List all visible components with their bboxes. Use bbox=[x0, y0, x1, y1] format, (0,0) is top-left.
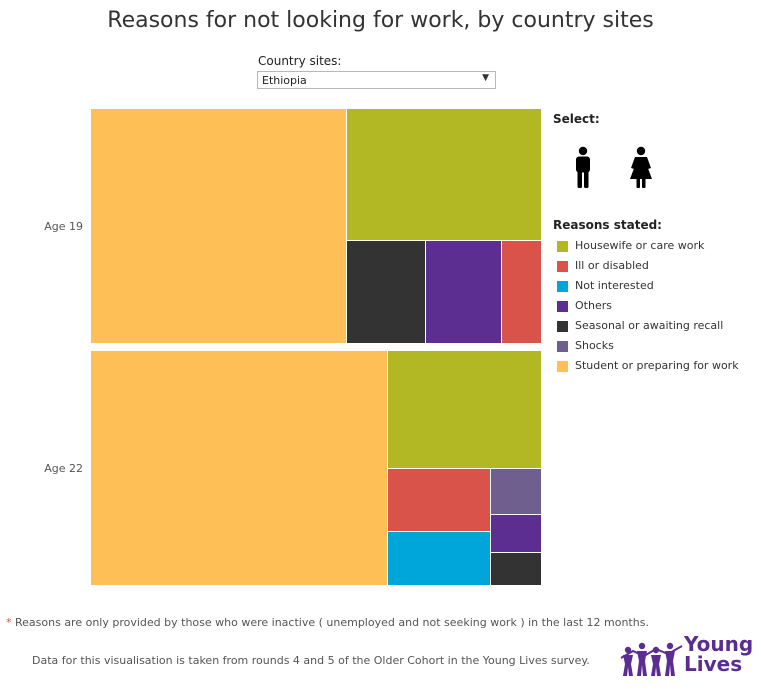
logo-text-line2: Lives bbox=[684, 652, 743, 676]
footnote-text: Reasons are only provided by those who w… bbox=[11, 616, 649, 629]
data-source-note: Data for this visualisation is taken fro… bbox=[32, 654, 590, 667]
treemap-cell-seasonal-or-awaiting-recall[interactable] bbox=[491, 552, 542, 586]
country-dropdown-value: Ethiopia bbox=[262, 74, 307, 87]
young-lives-logo-icon bbox=[620, 642, 683, 676]
logo-text-line1: Young bbox=[684, 632, 754, 656]
treemap-cell-others[interactable] bbox=[491, 515, 542, 553]
treemap-cell-ill-or-disabled[interactable] bbox=[501, 241, 542, 344]
treemap-cell-student-or-preparing-for-work[interactable] bbox=[91, 351, 388, 586]
legend-label: Others bbox=[575, 299, 612, 312]
treemap-cell-housewife-or-care-work[interactable] bbox=[387, 351, 542, 470]
legend-swatch bbox=[557, 241, 568, 252]
legend-swatch bbox=[557, 361, 568, 372]
legend-swatch bbox=[557, 321, 568, 332]
treemap-cell-ill-or-disabled[interactable] bbox=[387, 469, 492, 532]
treemap-cell-shocks[interactable] bbox=[491, 469, 542, 516]
legend-label: Student or preparing for work bbox=[575, 359, 739, 372]
legend-label: Not interested bbox=[575, 279, 654, 292]
legend-swatch bbox=[557, 341, 568, 352]
footnote: * Reasons are only provided by those who… bbox=[6, 616, 649, 629]
legend-label: Ill or disabled bbox=[575, 259, 649, 272]
reasons-legend-title: Reasons stated: bbox=[553, 218, 662, 232]
chart-title: Reasons for not looking for work, by cou… bbox=[107, 8, 654, 33]
row-label-age-22: Age 22 bbox=[44, 462, 83, 475]
logo-text: Young Lives bbox=[684, 634, 753, 674]
legend-label: Shocks bbox=[575, 339, 614, 352]
chevron-down-icon: ▼ bbox=[482, 73, 489, 83]
legend-swatch bbox=[557, 301, 568, 312]
legend-swatch bbox=[557, 261, 568, 272]
treemap-cell-seasonal-or-awaiting-recall[interactable] bbox=[347, 241, 426, 344]
select-title: Select: bbox=[553, 112, 600, 126]
female-icon[interactable] bbox=[626, 146, 656, 190]
legend-swatch bbox=[557, 281, 568, 292]
treemap-cell-housewife-or-care-work[interactable] bbox=[347, 109, 542, 242]
male-icon[interactable] bbox=[572, 146, 594, 190]
row-label-age-19: Age 19 bbox=[44, 220, 83, 233]
treemap-cell-not-interested[interactable] bbox=[387, 531, 492, 586]
footnote-star: * bbox=[6, 616, 12, 629]
legend-label: Housewife or care work bbox=[575, 239, 705, 252]
treemap-cell-student-or-preparing-for-work[interactable] bbox=[91, 109, 348, 344]
country-dropdown[interactable]: Ethiopia ▼ bbox=[257, 71, 496, 89]
country-filter-label: Country sites: bbox=[258, 54, 342, 68]
legend-label: Seasonal or awaiting recall bbox=[575, 319, 724, 332]
treemap-cell-others[interactable] bbox=[425, 241, 502, 344]
